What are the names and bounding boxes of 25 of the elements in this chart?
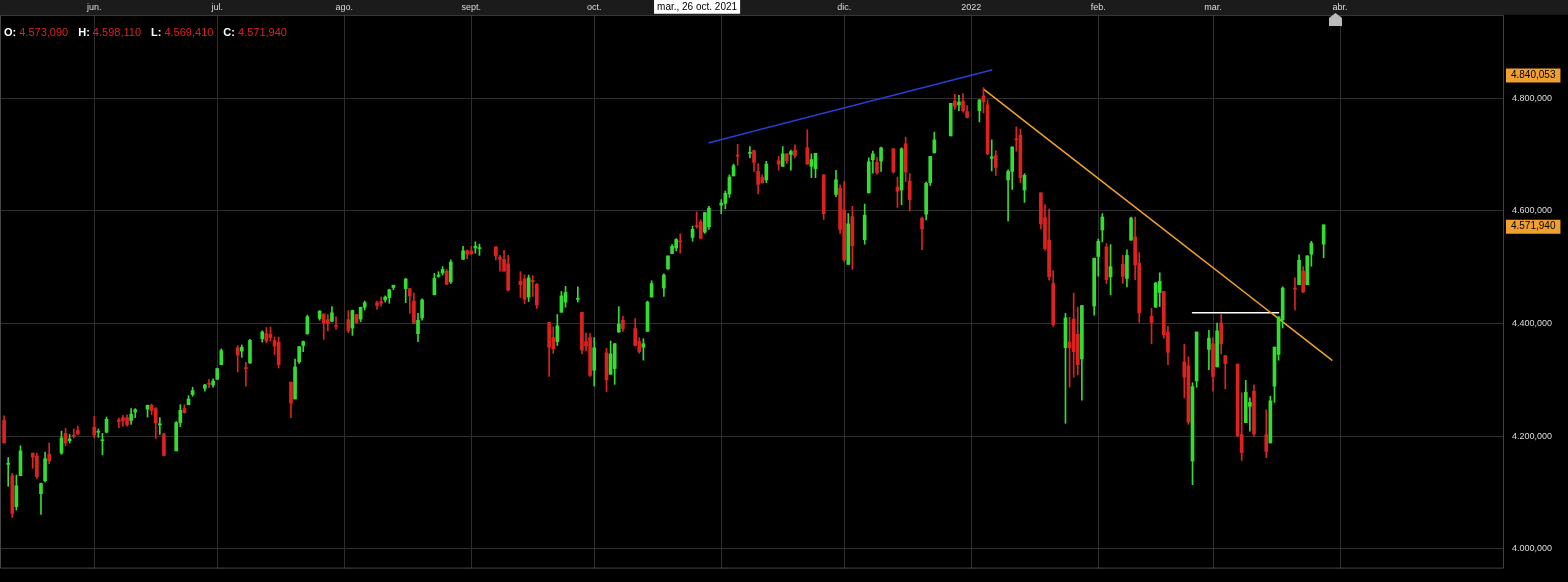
candlestick — [1305, 255, 1310, 285]
x-tick-label: 2022 — [961, 1, 982, 12]
annotation: L: 4.569,410 — [150, 25, 214, 38]
text: 4.571,940 — [1510, 220, 1556, 232]
y-tick-label: 4.400,000 — [1511, 318, 1553, 329]
x-tick-label: jul. — [210, 1, 223, 12]
y-tick-label: 4.800,000 — [1511, 92, 1553, 103]
y-tick-label: 4.000,000 — [1511, 543, 1553, 554]
annotation: O: 4.573,090 — [4, 25, 69, 38]
y-tick-label: 4.600,000 — [1511, 205, 1553, 216]
text: 4.840,053 — [1510, 69, 1556, 81]
x-tick-label: abr. — [1332, 1, 1348, 12]
candlestick — [948, 102, 953, 137]
x-tick-label: mar. — [1204, 1, 1222, 12]
candlestick — [666, 255, 670, 270]
text: mar., 26 oct. 2021 — [657, 1, 738, 13]
x-tick-label: ago. — [335, 1, 353, 12]
x-tick-label: sept. — [461, 1, 482, 12]
y-tick-label: 4.200,000 — [1511, 430, 1553, 441]
x-tick-label: dic. — [837, 1, 852, 12]
annotation: H: 4.598,110 — [78, 25, 141, 38]
x-tick-label: jun. — [86, 1, 102, 12]
annotation: C: 4.571,940 — [223, 25, 287, 38]
x-tick-label: oct. — [586, 1, 602, 12]
x-tick-label: feb. — [1090, 1, 1106, 12]
